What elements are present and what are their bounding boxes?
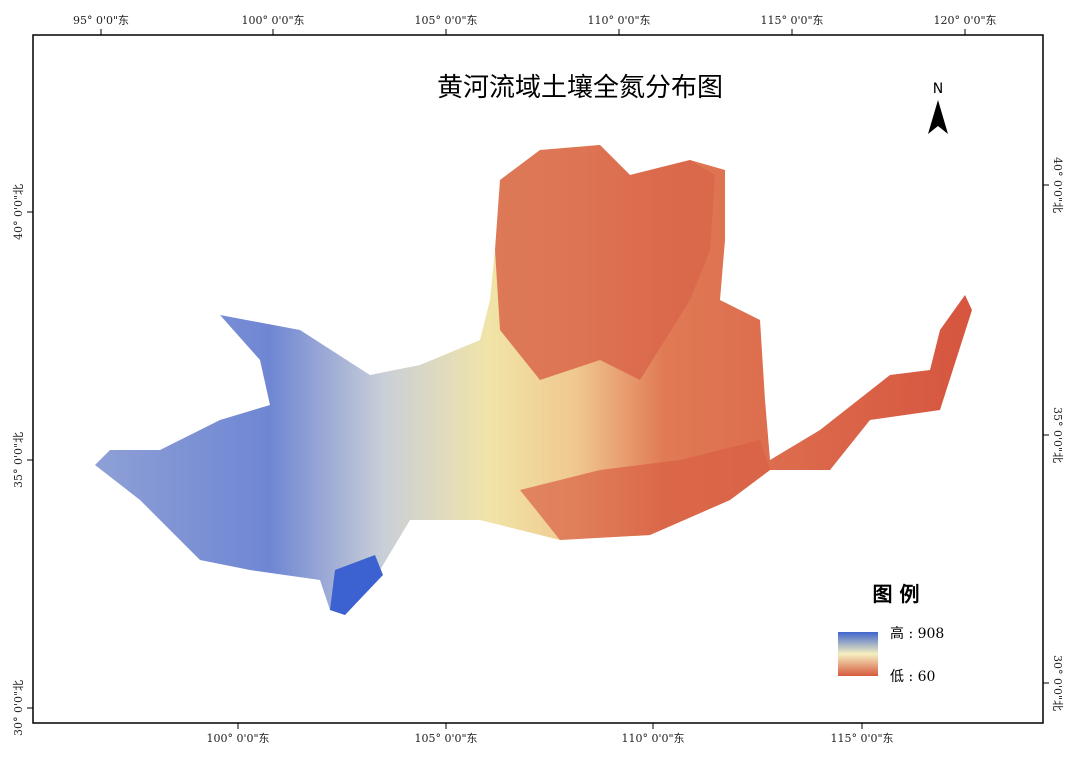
top-label: 115° 0'0"东 <box>760 14 823 27</box>
bottom-label: 115° 0'0"东 <box>830 732 893 745</box>
graticule-right: 40° 0'0"北 35° 0'0"北 30° 0'0"北 <box>1043 157 1064 711</box>
left-label: 35° 0'0"北 <box>12 432 25 488</box>
loess-region <box>520 440 770 540</box>
top-label: 105° 0'0"东 <box>414 14 477 27</box>
legend-high: 高 : 908 <box>890 625 944 642</box>
top-label: 110° 0'0"东 <box>587 14 650 27</box>
legend-ramp <box>838 632 878 676</box>
southern-tip <box>330 555 383 615</box>
right-label: 40° 0'0"北 <box>1051 157 1064 213</box>
right-label: 35° 0'0"北 <box>1051 407 1064 463</box>
bottom-label: 105° 0'0"东 <box>414 732 477 745</box>
left-label: 40° 0'0"北 <box>12 184 25 240</box>
legend-low: 低 : 60 <box>890 669 935 685</box>
map-title: 黄河流域土壤全氮分布图 <box>437 73 723 103</box>
ordos-region <box>495 145 715 380</box>
bottom-label: 110° 0'0"东 <box>621 732 684 745</box>
graticule-top: 95° 0'0"东 100° 0'0"东 105° 0'0"东 110° 0'0"东 1… <box>73 14 997 35</box>
graticule-left: 40° 0'0"北 35° 0'0"北 30° 0'0"北 <box>12 184 33 736</box>
right-label: 30° 0'0"北 <box>1051 655 1064 711</box>
basin <box>95 145 972 615</box>
left-label: 30° 0'0"北 <box>12 680 25 736</box>
top-label: 95° 0'0"东 <box>73 14 129 27</box>
bottom-label: 100° 0'0"东 <box>206 732 269 745</box>
north-label: N <box>933 81 943 97</box>
map-frame <box>32 34 1044 724</box>
top-label: 100° 0'0"东 <box>241 14 304 27</box>
graticule-bottom: 100° 0'0"东 105° 0'0"东 110° 0'0"东 115° 0'0"东 <box>206 723 894 745</box>
top-label: 120° 0'0"东 <box>933 14 996 27</box>
legend-title: 图 例 <box>873 582 920 606</box>
north-arrow <box>928 100 948 134</box>
